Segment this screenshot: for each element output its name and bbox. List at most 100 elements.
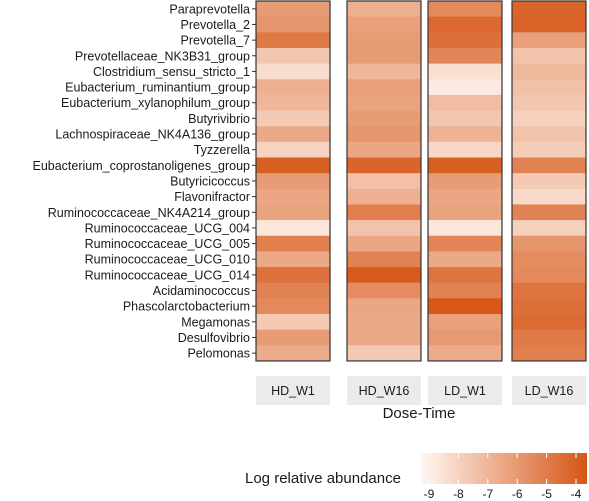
heatmap-cell: [256, 173, 330, 190]
heatmap-cell: [347, 220, 421, 237]
facet-strips: HD_W1 HD_W16 LD_W1 LD_W16: [256, 376, 586, 405]
heatmap-cell: [512, 79, 586, 96]
legend-tick-label: -5: [541, 487, 552, 501]
row-label: Clostridium_sensu_stricto_1: [93, 65, 250, 79]
heatmap-cell: [512, 173, 586, 190]
legend-tick-label: -6: [512, 487, 523, 501]
row-label: Desulfovibrio: [178, 331, 250, 345]
x-axis-title: Dose-Time: [383, 405, 456, 422]
row-label: Acidaminococcus: [153, 284, 250, 298]
heatmap-cell: [347, 235, 421, 252]
heatmap-cell: [347, 267, 421, 284]
heatmap-cell: [256, 141, 330, 158]
heatmap-cell: [347, 16, 421, 33]
row-labels: Paraprevotella Prevotella_2 Prevotella_7Pr…: [32, 2, 256, 361]
heatmap-cell: [512, 141, 586, 158]
heatmap-cell: [512, 1, 586, 18]
heatmap-cell: [347, 173, 421, 190]
row-label: Flavonifractor: [174, 190, 250, 204]
facet-panel: [255, 0, 331, 362]
heatmap-cell: [512, 63, 586, 80]
facet-strip: [512, 376, 586, 405]
heatmap-cell: [256, 126, 330, 143]
row-label: Phascolarctobacterium: [123, 300, 250, 314]
heatmap-cell: [347, 141, 421, 158]
heatmap-cell: [256, 267, 330, 284]
heatmap-cell: [428, 110, 502, 127]
heatmap-cell: [256, 204, 330, 221]
heatmap-cell: [256, 220, 330, 237]
heatmap-cell: [428, 267, 502, 284]
heatmap-cell: [347, 188, 421, 205]
heatmap-cell: [428, 47, 502, 64]
heatmap-cell: [347, 110, 421, 127]
heatmap-cell: [347, 329, 421, 346]
heatmap-cell: [256, 188, 330, 205]
facet-panel: [511, 0, 587, 362]
heatmap-cell: [256, 251, 330, 268]
heatmap-cell: [347, 94, 421, 111]
row-label: Eubacterium_xylanophilum_group: [61, 96, 250, 110]
row-label: Ruminococcaceae_UCG_005: [85, 237, 250, 251]
heatmap-cell: [428, 173, 502, 190]
panel-border: [255, 0, 331, 362]
facet-panel: [427, 0, 503, 362]
heatmap-cell: [512, 94, 586, 111]
heatmap-cell: [256, 79, 330, 96]
heatmap-cell: [512, 204, 586, 221]
legend-tick-label: -4: [571, 487, 582, 501]
heatmap-cell: [428, 251, 502, 268]
heatmap-cell: [347, 204, 421, 221]
facet-strip: [256, 376, 330, 405]
facet-strip: [428, 376, 502, 405]
row-label: Tyzzerella: [194, 143, 250, 157]
heatmap-cell: [347, 47, 421, 64]
heatmap-cell: [256, 110, 330, 127]
heatmap-cell: [428, 126, 502, 143]
legend-tick-label: -9: [424, 487, 435, 501]
heatmap-cell: [256, 235, 330, 252]
row-label: Ruminococcaceae_UCG_010: [85, 253, 250, 267]
facet-label: LD_W1: [444, 384, 486, 398]
row-label: Butyrivibrio: [188, 112, 250, 126]
legend-tick-label: -8: [453, 487, 464, 501]
heatmap-cell: [256, 329, 330, 346]
heatmap-cell: [428, 94, 502, 111]
heatmap-cell: [428, 204, 502, 221]
facet-strip: [347, 376, 421, 405]
facet-panels: [255, 0, 587, 362]
heatmap-cell: [347, 1, 421, 18]
heatmap-cell: [256, 298, 330, 315]
heatmap-cell: [512, 298, 586, 315]
row-label: Lachnospiraceae_NK4A136_group: [55, 128, 250, 142]
heatmap-cell: [256, 16, 330, 33]
heatmap-cell: [512, 282, 586, 299]
heatmap-cell: [347, 79, 421, 96]
heatmap-cell: [256, 157, 330, 174]
heatmap-cell: [256, 1, 330, 18]
facet-label: HD_W1: [271, 384, 315, 398]
heatmap-cell: [256, 47, 330, 64]
heatmap-cell: [428, 79, 502, 96]
heatmap-cell: [347, 345, 421, 362]
heatmap-cell: [428, 188, 502, 205]
heatmap-cell: [428, 220, 502, 237]
legend-colorbar: [421, 453, 587, 484]
heatmap-cell: [512, 126, 586, 143]
heatmap-cell: [256, 94, 330, 111]
row-label: Eubacterium_ruminantium_group: [65, 81, 250, 95]
heatmap-cell: [347, 298, 421, 315]
heatmap-cell: [347, 314, 421, 331]
heatmap-cell: [347, 32, 421, 49]
heatmap-cell: [512, 110, 586, 127]
heatmap-cell: [347, 126, 421, 143]
heatmap-cell: [256, 314, 330, 331]
heatmap-cell: [428, 157, 502, 174]
row-label: Butyricicoccus: [170, 174, 250, 188]
heatmap-cell: [512, 188, 586, 205]
row-label: Megamonas: [181, 315, 250, 329]
heatmap-cell: [512, 47, 586, 64]
heatmap-cell: [512, 314, 586, 331]
legend-title: Log relative abundance: [245, 470, 401, 487]
panel-border: [427, 0, 503, 362]
